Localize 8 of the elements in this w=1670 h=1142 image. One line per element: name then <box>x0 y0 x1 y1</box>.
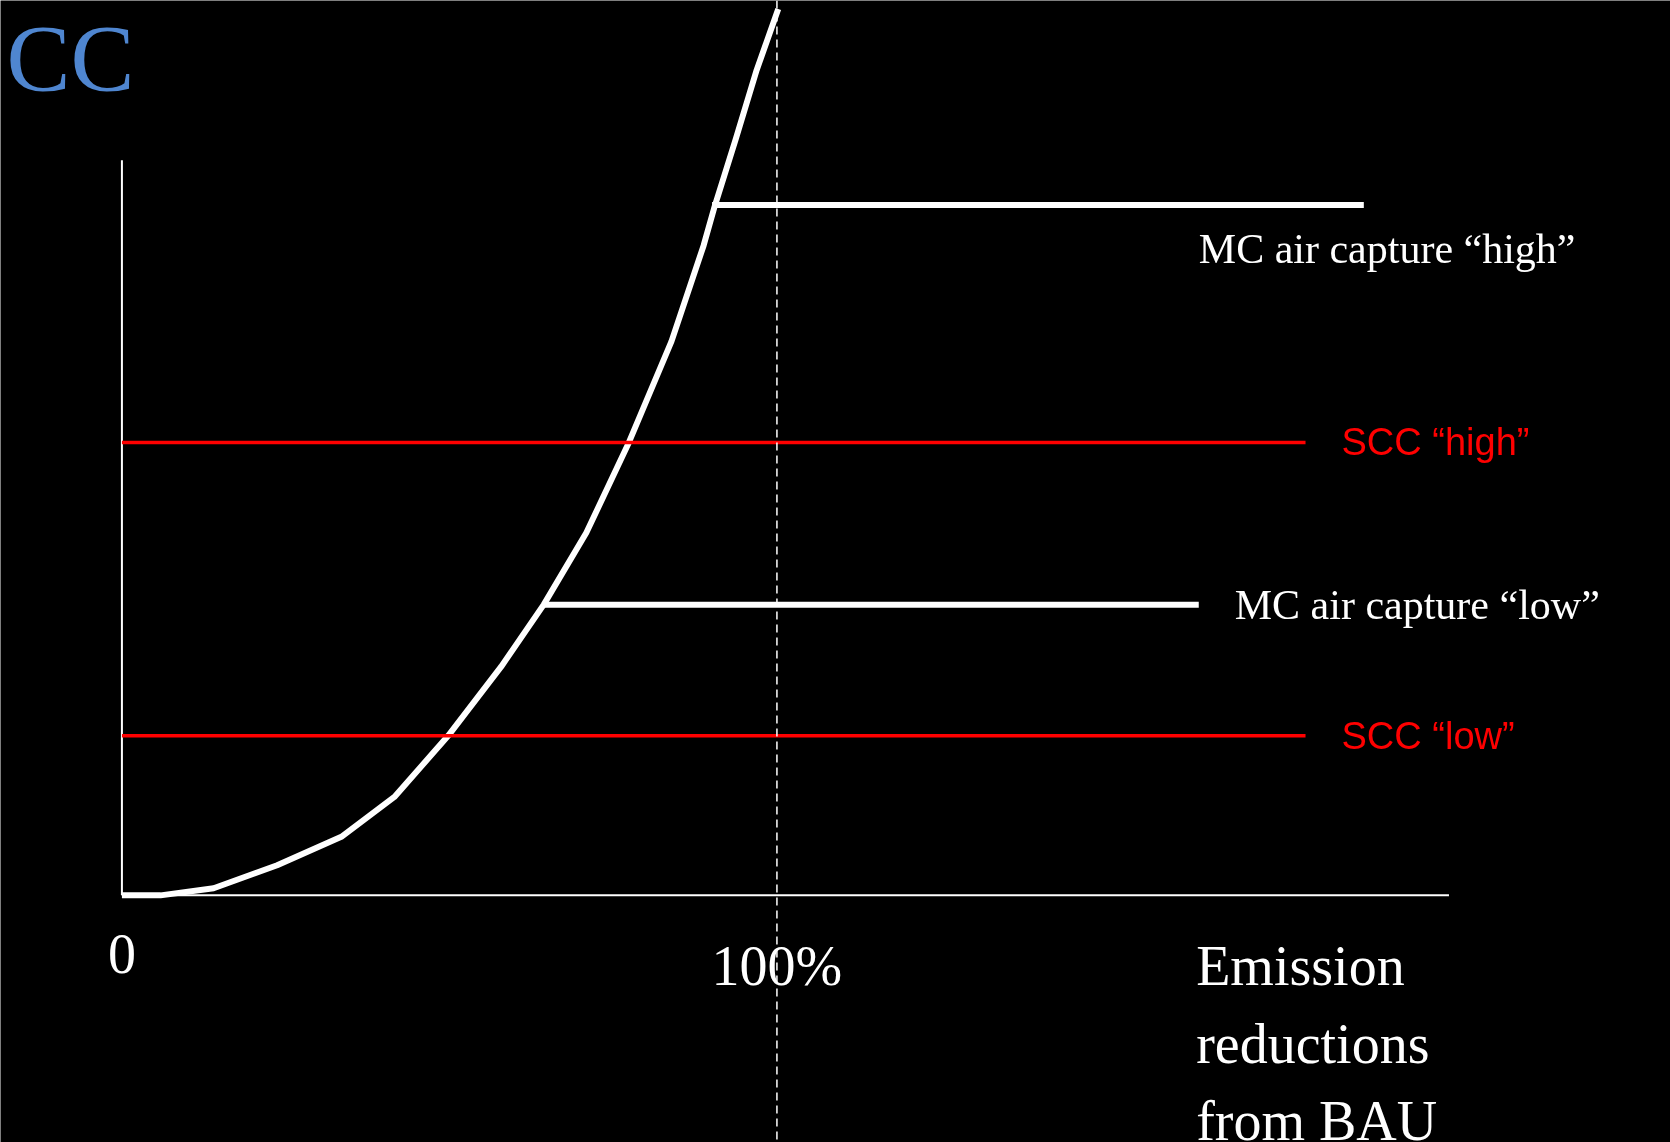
series-label: SCC “high” <box>1341 421 1530 464</box>
series-label: MC air capture “low” <box>1234 581 1600 628</box>
x-tick-label: 100% <box>711 935 843 998</box>
x-tick-label: 0 <box>107 923 136 986</box>
series-label: SCC “low” <box>1341 714 1515 757</box>
chart-title: CC <box>6 4 135 112</box>
series-label: MC air capture “high” <box>1198 225 1576 272</box>
x-axis-title: Emission reductions from BAU <box>1196 935 1438 1142</box>
